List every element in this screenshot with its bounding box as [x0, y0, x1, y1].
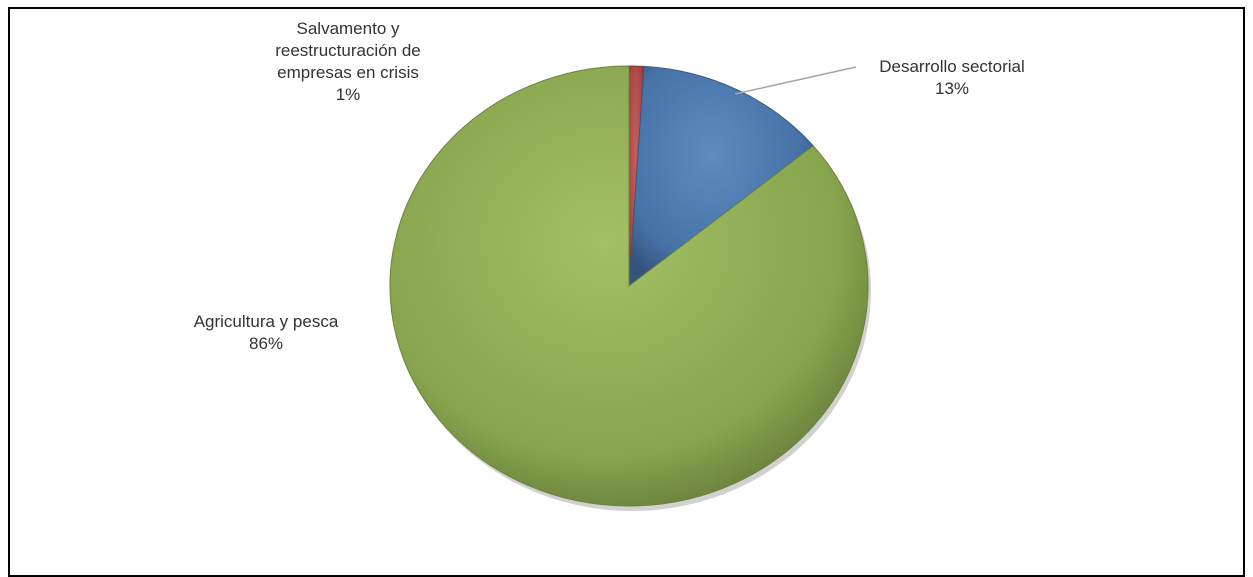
slice-percent: 1%	[335, 85, 361, 104]
slice-percent: 13%	[934, 79, 970, 98]
pie-slice-desarrollo	[628, 65, 814, 288]
slice-percent: 86%	[248, 334, 284, 353]
pie-slice-agricultura	[389, 65, 869, 507]
slice-name-line: Desarrollo sectorial	[879, 57, 1025, 76]
slice-name-line: reestructuración de	[275, 41, 421, 60]
slice-name-line: empresas en crisis	[277, 63, 419, 82]
pie-slices	[389, 65, 869, 507]
slice-name-line: Salvamento y	[296, 19, 400, 38]
slice-name-line: Agricultura y pesca	[193, 312, 339, 331]
leader-line	[735, 66, 857, 95]
slice-label-desarrollo: Desarrollo sectorial 13%	[852, 56, 1052, 100]
slice-label-agricultura: Agricultura y pesca 86%	[146, 311, 386, 355]
slice-label-salvamento: Salvamento y reestructuración de empresa…	[228, 18, 468, 106]
pie-chart	[389, 65, 871, 511]
